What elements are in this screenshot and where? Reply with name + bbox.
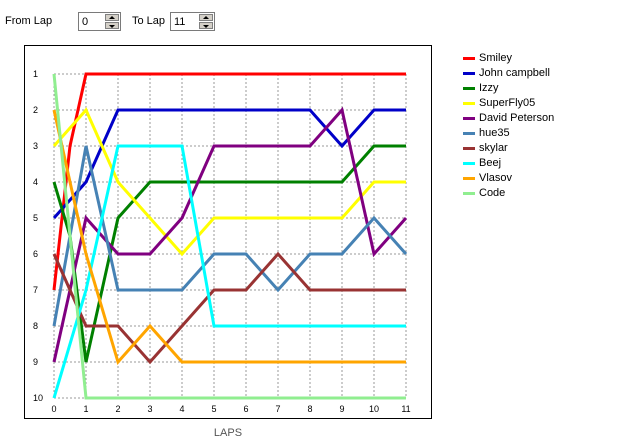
x-tick-label: 6	[243, 404, 248, 414]
legend-swatch	[463, 102, 475, 105]
from-lap-input[interactable]	[80, 14, 108, 29]
legend-label: Vlasov	[479, 172, 513, 184]
from-lap-label: From Lap	[5, 15, 53, 27]
from-lap-up-arrow-icon[interactable]	[105, 14, 119, 21]
legend-label: David Peterson	[479, 112, 555, 124]
x-tick-label: 8	[307, 404, 312, 414]
legend-item: David Peterson	[463, 112, 623, 126]
legend-label: Beej	[479, 157, 502, 169]
series-line-izzy	[52, 144, 406, 363]
legend-label: SuperFly05	[479, 97, 536, 109]
to-lap-spinner[interactable]	[170, 12, 215, 31]
series-line-code	[52, 73, 406, 400]
x-tick-label: 3	[147, 404, 152, 414]
series-line-hue35	[52, 145, 408, 327]
y-tick-label: 10	[33, 393, 43, 403]
legend-item: Beej	[463, 157, 623, 171]
y-tick-label: 1	[33, 69, 38, 79]
y-tick-label: 7	[33, 285, 38, 295]
x-tick-label: 4	[179, 404, 184, 414]
series-line-skylar	[52, 251, 406, 365]
y-tick-label: 2	[33, 105, 38, 115]
legend-swatch	[463, 87, 475, 90]
legend-label: John campbell	[479, 67, 550, 79]
to-lap-down-arrow-icon[interactable]	[199, 22, 213, 29]
legend-swatch	[463, 192, 475, 195]
to-lap-input[interactable]	[172, 14, 200, 29]
from-lap-spinner[interactable]	[78, 12, 121, 31]
from-lap-down-arrow-icon[interactable]	[105, 22, 119, 29]
to-lap-up-arrow-icon[interactable]	[199, 14, 213, 21]
y-tick-label: 5	[33, 213, 38, 223]
legend-label: Smiley	[479, 52, 513, 64]
x-tick-label: 2	[115, 404, 120, 414]
legend-swatch	[463, 72, 475, 75]
y-tick-label: 6	[33, 249, 38, 259]
y-tick-label: 4	[33, 177, 38, 187]
chart-plot-area: 1 2 3 4 5 6 7 8 9 10 0 1 2 3 4 5 6 7 8 9 10 11	[33, 69, 411, 414]
x-axis-label: LAPS	[213, 427, 243, 439]
y-tick-label: 3	[33, 141, 38, 151]
legend-label: Izzy	[479, 82, 499, 94]
legend-label: skylar	[479, 142, 508, 154]
y-tick-label: 9	[33, 357, 38, 367]
legend-item: hue35	[463, 127, 623, 141]
legend-item: John campbell	[463, 67, 623, 81]
legend-item: Code	[463, 187, 623, 201]
legend-swatch	[463, 132, 475, 135]
series-line-david-peterson	[52, 106, 408, 363]
legend-item: SuperFly05	[463, 97, 623, 111]
legend-label: Code	[479, 187, 506, 199]
legend-item: Izzy	[463, 82, 623, 96]
x-tick-label: 7	[275, 404, 280, 414]
legend-swatch	[463, 162, 475, 165]
x-tick-label: 0	[51, 404, 56, 414]
legend-swatch	[463, 177, 475, 180]
series-line-smiley	[52, 72, 406, 291]
legend-item: Vlasov	[463, 172, 623, 186]
lap-range-controls: From Lap To Lap	[0, 0, 632, 40]
series-line-vlasov	[52, 109, 406, 366]
legend-item: Smiley	[463, 52, 623, 66]
legend-swatch	[463, 147, 475, 150]
x-tick-label: 1	[83, 404, 88, 414]
to-lap-label: To Lap	[132, 15, 166, 27]
x-tick-label: 10	[369, 404, 379, 414]
x-tick-label: 9	[339, 404, 344, 414]
legend-swatch	[463, 57, 475, 60]
x-tick-label: 11	[401, 404, 410, 414]
legend-swatch	[463, 117, 475, 120]
legend-label: hue35	[479, 127, 510, 139]
series-line-beej	[52, 144, 406, 399]
y-tick-label: 8	[33, 321, 38, 331]
lap-position-chart: 1 2 3 4 5 6 7 8 9 10 0 1 2 3 4 5 6 7 8 9 10 11	[24, 45, 432, 419]
x-tick-label: 5	[211, 404, 216, 414]
legend-item: skylar	[463, 142, 623, 156]
